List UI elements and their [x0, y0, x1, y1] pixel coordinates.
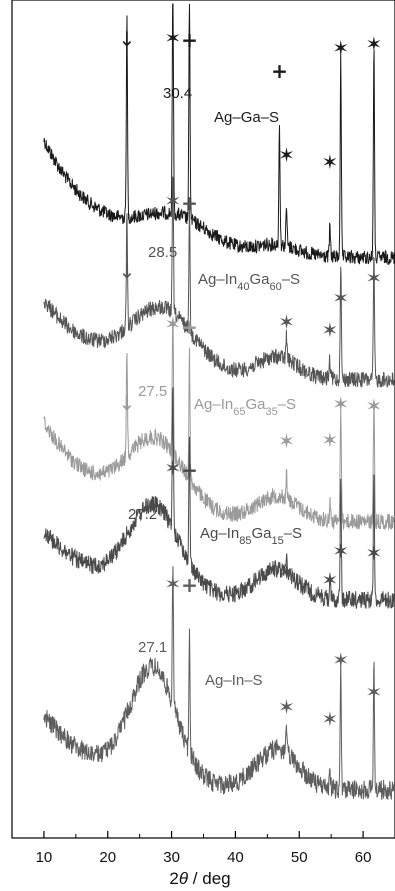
series-line: [43, 3, 395, 266]
series-line: [43, 175, 395, 388]
star-marker: ✶: [366, 680, 383, 704]
series-label-part: 65: [233, 406, 245, 418]
plus-marker: +: [181, 191, 198, 215]
annotations-group: 30.4Ag–Ga–S✶✶ ✶✶ ✶++↓28.5Ag–In40Ga60–S✶✶ ✶✶…: [119, 26, 383, 731]
x-tick-label: 10: [36, 849, 53, 866]
series-line: [43, 566, 395, 800]
x-tick-label: 20: [99, 849, 116, 866]
traces-group: [43, 3, 395, 800]
series-label-part: Ag–In–S: [205, 672, 263, 689]
star-marker: ✶: [278, 695, 295, 719]
arrow-marker: ↓: [119, 27, 136, 51]
series-label-part: Ag–In: [198, 271, 237, 288]
star-marker: ✶: [164, 189, 181, 213]
plus-marker: +: [181, 458, 198, 482]
star-marker: ✶: [366, 394, 383, 418]
star-marker: ✶: [322, 707, 339, 731]
star-marker: ✶: [366, 541, 383, 565]
star-marker: ✶: [322, 318, 339, 342]
x-tick-label: 30: [163, 849, 180, 866]
star-marker: ✶: [164, 26, 181, 50]
plus-marker: +: [181, 315, 198, 339]
series-label-part: –S: [278, 396, 296, 413]
series-label-part: Ag–In: [194, 396, 233, 413]
series-label-part: Ga: [245, 396, 266, 413]
star-marker: ✶: [366, 266, 383, 290]
arrow-marker: ↓: [119, 259, 136, 283]
series-label: Ag–Ga–S: [214, 109, 279, 126]
series-line: [43, 387, 395, 609]
series-label-part: Ag–Ga–S: [214, 109, 279, 126]
series-label-part: 85: [239, 535, 251, 547]
x-axis: 10 20 30 40 50 60: [36, 831, 372, 866]
star-marker: ✶: [366, 32, 383, 56]
broad-peak-label: 28.5: [148, 244, 177, 261]
x-axis-title: 2θ / deg: [169, 869, 230, 888]
star-marker: ✶: [322, 150, 339, 174]
star-marker: ✶: [278, 560, 295, 584]
series-label-part: –S: [282, 271, 300, 288]
series-label-part: 40: [237, 281, 249, 293]
broad-peak-label: 27.1: [138, 639, 167, 656]
star-marker: ✶: [332, 648, 349, 672]
series-label: Ag–In40Ga60–S: [198, 271, 300, 293]
arrow-marker: ↓: [119, 391, 136, 415]
series-label-part: 15: [271, 535, 283, 547]
star-marker: ✶: [278, 143, 295, 167]
star-marker: ✶: [322, 428, 339, 452]
star-marker: ✶: [332, 36, 349, 60]
series-label-part: 60: [269, 281, 281, 293]
broad-peak-label: 30.4: [163, 85, 192, 102]
x-axis-title-unit: / deg: [188, 869, 231, 888]
series-label: Ag–In–S: [205, 672, 263, 689]
star-marker: ✶: [164, 572, 181, 596]
star-marker: ✶: [322, 568, 339, 592]
series-label-part: Ga: [249, 271, 270, 288]
series-label-part: –S: [284, 525, 302, 542]
series-label-part: Ag–In: [200, 525, 239, 542]
series-label-part: Ga: [251, 525, 272, 542]
x-axis-title-theta: θ: [179, 869, 189, 888]
series-line: [43, 320, 395, 531]
broad-peak-label: 27.5: [138, 383, 167, 400]
star-marker: ✶: [332, 539, 349, 563]
star-marker: ✶: [278, 310, 295, 334]
series-label-part: 35: [265, 406, 277, 418]
star-marker: ✶: [164, 456, 181, 480]
x-axis-title-two: 2: [169, 869, 178, 888]
series-label: Ag–In65Ga35–S: [194, 396, 296, 418]
star-marker: ✶: [332, 286, 349, 310]
star-marker: ✶: [164, 312, 181, 336]
plus-marker: +: [271, 59, 288, 83]
star-marker: ✶: [332, 392, 349, 416]
plus-marker: +: [181, 573, 198, 597]
plus-marker: +: [181, 28, 198, 52]
broad-peak-label: 27.2: [128, 506, 157, 523]
x-tick-label: 40: [227, 849, 244, 866]
x-tick-label: 50: [291, 849, 308, 866]
series-label: Ag–In85Ga15–S: [200, 525, 302, 547]
star-marker: ✶: [278, 429, 295, 453]
x-tick-label: 60: [355, 849, 372, 866]
